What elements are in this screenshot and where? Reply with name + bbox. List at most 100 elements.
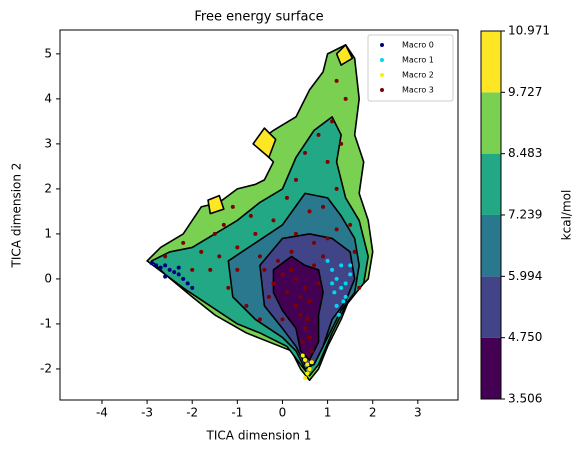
scatter-point (221, 222, 226, 227)
scatter-point (190, 267, 195, 272)
scatter-point (316, 281, 321, 286)
scatter-point (343, 96, 348, 101)
contour-region (335, 44, 354, 66)
scatter-point (163, 274, 168, 279)
scatter-point (307, 209, 312, 214)
scatter-point (257, 254, 262, 259)
scatter-point (217, 254, 222, 259)
scatter-point (305, 371, 310, 376)
scatter-point (307, 366, 312, 371)
scatter-point (185, 281, 190, 286)
colorbar-segment (481, 31, 501, 93)
scatter-point (271, 218, 276, 223)
scatter-point (212, 231, 217, 236)
colorbar-tick-label: 7.239 (508, 207, 542, 221)
scatter-point (208, 267, 213, 272)
y-tick-label: 1 (44, 226, 52, 240)
scatter-point (280, 272, 285, 277)
scatter-point (325, 258, 330, 263)
scatter-point (307, 299, 312, 304)
scatter-point (294, 303, 299, 308)
colorbar-tick-label: 5.994 (508, 269, 542, 283)
scatter-point (235, 267, 240, 272)
scatter-point (312, 263, 317, 268)
scatter-point (303, 285, 308, 290)
scatter-point (167, 267, 172, 272)
colorbar-tick-label: 3.506 (508, 392, 542, 406)
scatter-point (289, 267, 294, 272)
x-tick-label: 3 (414, 406, 422, 420)
x-tick-label: -1 (231, 406, 243, 420)
scatter-point (334, 276, 339, 281)
scatter-point (253, 231, 258, 236)
scatter-point (294, 177, 299, 182)
y-tick-label: 2 (44, 181, 52, 195)
scatter-point (172, 270, 177, 275)
scatter-point (235, 245, 240, 250)
scatter-point (343, 294, 348, 299)
y-tick-label: 4 (44, 91, 52, 105)
y-tick-label: -2 (40, 361, 52, 375)
scatter-point (271, 281, 276, 286)
scatter-point (307, 335, 312, 340)
x-tick-label: 2 (369, 406, 377, 420)
scatter-point (163, 254, 168, 259)
scatter-point (339, 263, 344, 268)
scatter-point (289, 249, 294, 254)
scatter-point (154, 263, 159, 268)
legend-label: Macro 3 (402, 86, 434, 95)
scatter-point (332, 290, 337, 295)
scatter-point (321, 254, 326, 259)
y-axis-label: TICA dimension 2 (10, 163, 24, 269)
legend-marker (380, 43, 384, 47)
contour-region (252, 127, 277, 159)
legend-label: Macro 1 (402, 56, 434, 65)
scatter-point (294, 231, 299, 236)
colorbar-tick-label: 8.483 (508, 146, 542, 160)
colorbar-segment (481, 153, 501, 215)
scatter-point (284, 195, 289, 200)
scatter-point (348, 222, 353, 227)
chart-title: Free energy surface (194, 10, 323, 25)
scatter-point (190, 285, 195, 290)
scatter-point (176, 272, 181, 277)
scatter-point (330, 119, 335, 124)
scatter-point (181, 276, 186, 281)
scatter-point (305, 362, 310, 367)
contour-region (207, 194, 225, 215)
scatter-point (341, 299, 346, 304)
scatter-point (316, 132, 321, 137)
scatter-point (334, 227, 339, 232)
scatter-point (294, 276, 299, 281)
scatter-point (300, 339, 305, 344)
y-tick-label: -1 (40, 316, 52, 330)
scatter-point (334, 303, 339, 308)
scatter-point (348, 272, 353, 277)
colorbar-tick-label: 4.750 (508, 330, 542, 344)
scatter-point (248, 213, 253, 218)
scatter-point (226, 285, 231, 290)
scatter-point (149, 261, 154, 266)
legend-label: Macro 0 (402, 41, 434, 50)
scatter-point (298, 312, 303, 317)
axes-frame (59, 29, 459, 401)
scatter-point (303, 357, 308, 362)
x-tick-label: 0 (279, 406, 287, 420)
scatter-point (321, 204, 326, 209)
scatter-point (325, 159, 330, 164)
scatter-point (303, 326, 308, 331)
scatter-point (352, 249, 357, 254)
scatter-point (357, 285, 362, 290)
scatter-point (275, 258, 280, 263)
scatter-point (298, 294, 303, 299)
scatter-point (334, 186, 339, 191)
contour-region (272, 255, 324, 361)
y-tick-label: 0 (44, 271, 52, 285)
legend-marker (380, 88, 384, 92)
scatter-point (309, 360, 314, 365)
scatter-point (266, 294, 271, 299)
y-tick-label: 3 (44, 136, 52, 150)
scatter-point (163, 263, 168, 268)
scatter-point (244, 303, 249, 308)
